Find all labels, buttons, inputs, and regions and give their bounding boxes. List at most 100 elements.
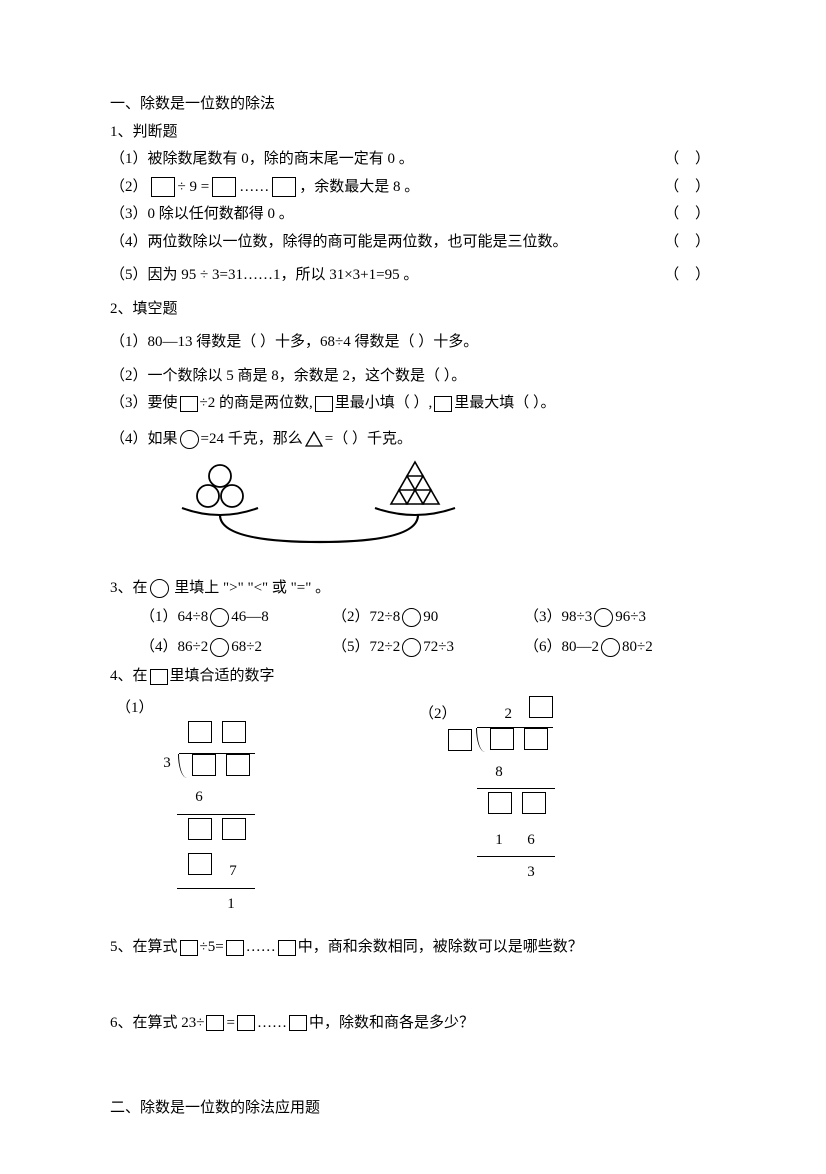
- blank-box: [529, 696, 553, 718]
- text: （1）64÷8: [140, 605, 208, 631]
- p3-r2c2: （5）72÷2 72÷3: [332, 635, 524, 661]
- answer-paren: （ ）: [664, 147, 716, 173]
- text: 5、在算式: [110, 935, 178, 961]
- text: （4）两位数除以一位数，除得的商可能是两位数，也可能是三位数。: [110, 230, 568, 256]
- blank-box: [180, 940, 198, 956]
- text: 中，除数和商各是多少？: [309, 1011, 474, 1037]
- remainder: 3: [520, 862, 542, 882]
- circle-blank: [210, 638, 229, 657]
- text: ……: [246, 935, 276, 961]
- text: （3）要使: [110, 391, 178, 417]
- label: （2）: [419, 706, 457, 722]
- blank-box: [188, 853, 212, 875]
- circle-blank: [402, 638, 421, 657]
- text: =（ ）千克。: [325, 427, 412, 453]
- label: （1）: [116, 700, 154, 716]
- text: 1、判断题: [110, 120, 178, 146]
- text: （1）被除数尾数有 0，除的商末尾一定有 0 。: [110, 147, 414, 173]
- circle-blank: [402, 608, 421, 627]
- blank-box: [226, 940, 244, 956]
- p3-row2: （4）86÷2 68÷2 （5）72÷2 72÷3 （6）80―2 80÷2: [110, 633, 716, 663]
- digit: 6: [520, 830, 542, 850]
- p2-title: 2、填空题: [110, 297, 716, 323]
- longdiv-2: （2） 2 8 16 3: [413, 696, 716, 918]
- p2-q1: （1）80―13 得数是（ ）十多，68÷4 得数是（ ）十多。: [110, 330, 716, 356]
- text: 里最小填（ ）,: [335, 391, 433, 417]
- p3-r2c1: （4）86÷2 68÷2: [140, 635, 332, 661]
- circle-icon: [180, 430, 199, 449]
- balance-svg: [170, 458, 500, 548]
- answer-paren: （ ）: [664, 202, 716, 228]
- text: 90: [423, 605, 438, 631]
- remainder: 1: [220, 894, 242, 914]
- blank-box: [488, 792, 512, 814]
- text: ，余数最大是 8 。: [299, 175, 419, 201]
- text: ÷2 的商是两位数,: [200, 391, 313, 417]
- blank-box: [188, 818, 212, 840]
- text: 96÷3: [615, 605, 646, 631]
- section-2-title: 二、除数是一位数的除法应用题: [110, 1096, 716, 1122]
- text: 68÷2: [231, 635, 262, 661]
- text: （6）80―2: [524, 635, 599, 661]
- text: （3）0 除以任何数都得 0 。: [110, 202, 294, 228]
- text: 2、填空题: [110, 297, 178, 323]
- text: ÷ 9 =: [178, 175, 210, 201]
- blank-box: [490, 728, 514, 750]
- text: 里填上 ">" "<" 或 "=" 。: [174, 576, 330, 602]
- blank-box: [289, 1015, 307, 1031]
- triangle-icon: [305, 431, 323, 447]
- p3-r2c3: （6）80―2 80÷2: [524, 635, 716, 661]
- p1-q5: （5）因为 95 ÷ 3=31……1，所以 31×3+1=95 。 （ ）: [110, 263, 716, 289]
- p4-title: 4、在 里填合适的数字: [110, 664, 716, 690]
- longdiv-1: （1） 3 6 7 1: [110, 696, 413, 918]
- text: （1）80―13 得数是（ ）十多，68÷4 得数是（ ）十多。: [110, 330, 478, 356]
- text: 里填合适的数字: [170, 664, 275, 690]
- p2-q2: （2）一个数除以 5 商是 8，余数是 2，这个数是（ ）。: [110, 364, 716, 390]
- circle-blank: [594, 608, 613, 627]
- p1-q2: （2） ÷ 9 = …… ，余数最大是 8 。 （ ）: [110, 175, 716, 201]
- digit: 2: [497, 704, 519, 724]
- circle-blank: [601, 638, 620, 657]
- text: 一、除数是一位数的除法: [110, 92, 275, 118]
- text: （2）: [110, 175, 148, 201]
- p3-r1c3: （3）98÷3 96÷3: [524, 605, 716, 631]
- p1-q4: （4）两位数除以一位数，除得的商可能是两位数，也可能是三位数。 （ ）: [110, 230, 716, 256]
- blank-box: [206, 1015, 224, 1031]
- p2-q3: （3）要使 ÷2 的商是两位数, 里最小填（ ）, 里最大填（ ）。: [110, 391, 716, 417]
- text: 46―8: [231, 605, 269, 631]
- p1-title: 1、判断题: [110, 120, 716, 146]
- text: 4、在: [110, 664, 148, 690]
- p1-q1: （1）被除数尾数有 0，除的商末尾一定有 0 。 （ ）: [110, 147, 716, 173]
- blank-box: [522, 792, 546, 814]
- p1-q3: （3）0 除以任何数都得 0 。 （ ）: [110, 202, 716, 228]
- answer-paren: （ ）: [664, 175, 716, 201]
- digit: 6: [188, 787, 210, 807]
- blank-box: [448, 729, 472, 751]
- blank-box: [524, 728, 548, 750]
- blank-box: [226, 754, 250, 776]
- p3-r1c1: （1）64÷8 46―8: [140, 605, 332, 631]
- circle-blank: [210, 608, 229, 627]
- blank-box: [212, 177, 236, 197]
- blank-box: [237, 1015, 255, 1031]
- blank-box: [315, 396, 333, 412]
- p3-title: 3、在 里填上 ">" "<" 或 "=" 。: [110, 576, 716, 602]
- text: （2）一个数除以 5 商是 8，余数是 2，这个数是（ ）。: [110, 364, 466, 390]
- blank-box: [222, 818, 246, 840]
- text: =24 千克，那么: [201, 427, 303, 453]
- text: ……: [239, 175, 269, 201]
- blank-box: [278, 940, 296, 956]
- text: =: [226, 1011, 234, 1037]
- text: （3）98÷3: [524, 605, 592, 631]
- blank-box: [151, 177, 175, 197]
- blank-box: [272, 177, 296, 197]
- text: 里最大填（ ）。: [454, 391, 555, 417]
- section-1-title: 一、除数是一位数的除法: [110, 92, 716, 118]
- answer-paren: （ ）: [664, 263, 716, 289]
- text: ÷5=: [200, 935, 224, 961]
- digit: 8: [488, 762, 510, 782]
- text: 6、在算式 23÷: [110, 1011, 204, 1037]
- text: 二、除数是一位数的除法应用题: [110, 1096, 320, 1122]
- balance-diagram: [170, 458, 716, 558]
- text: 3、在: [110, 576, 148, 602]
